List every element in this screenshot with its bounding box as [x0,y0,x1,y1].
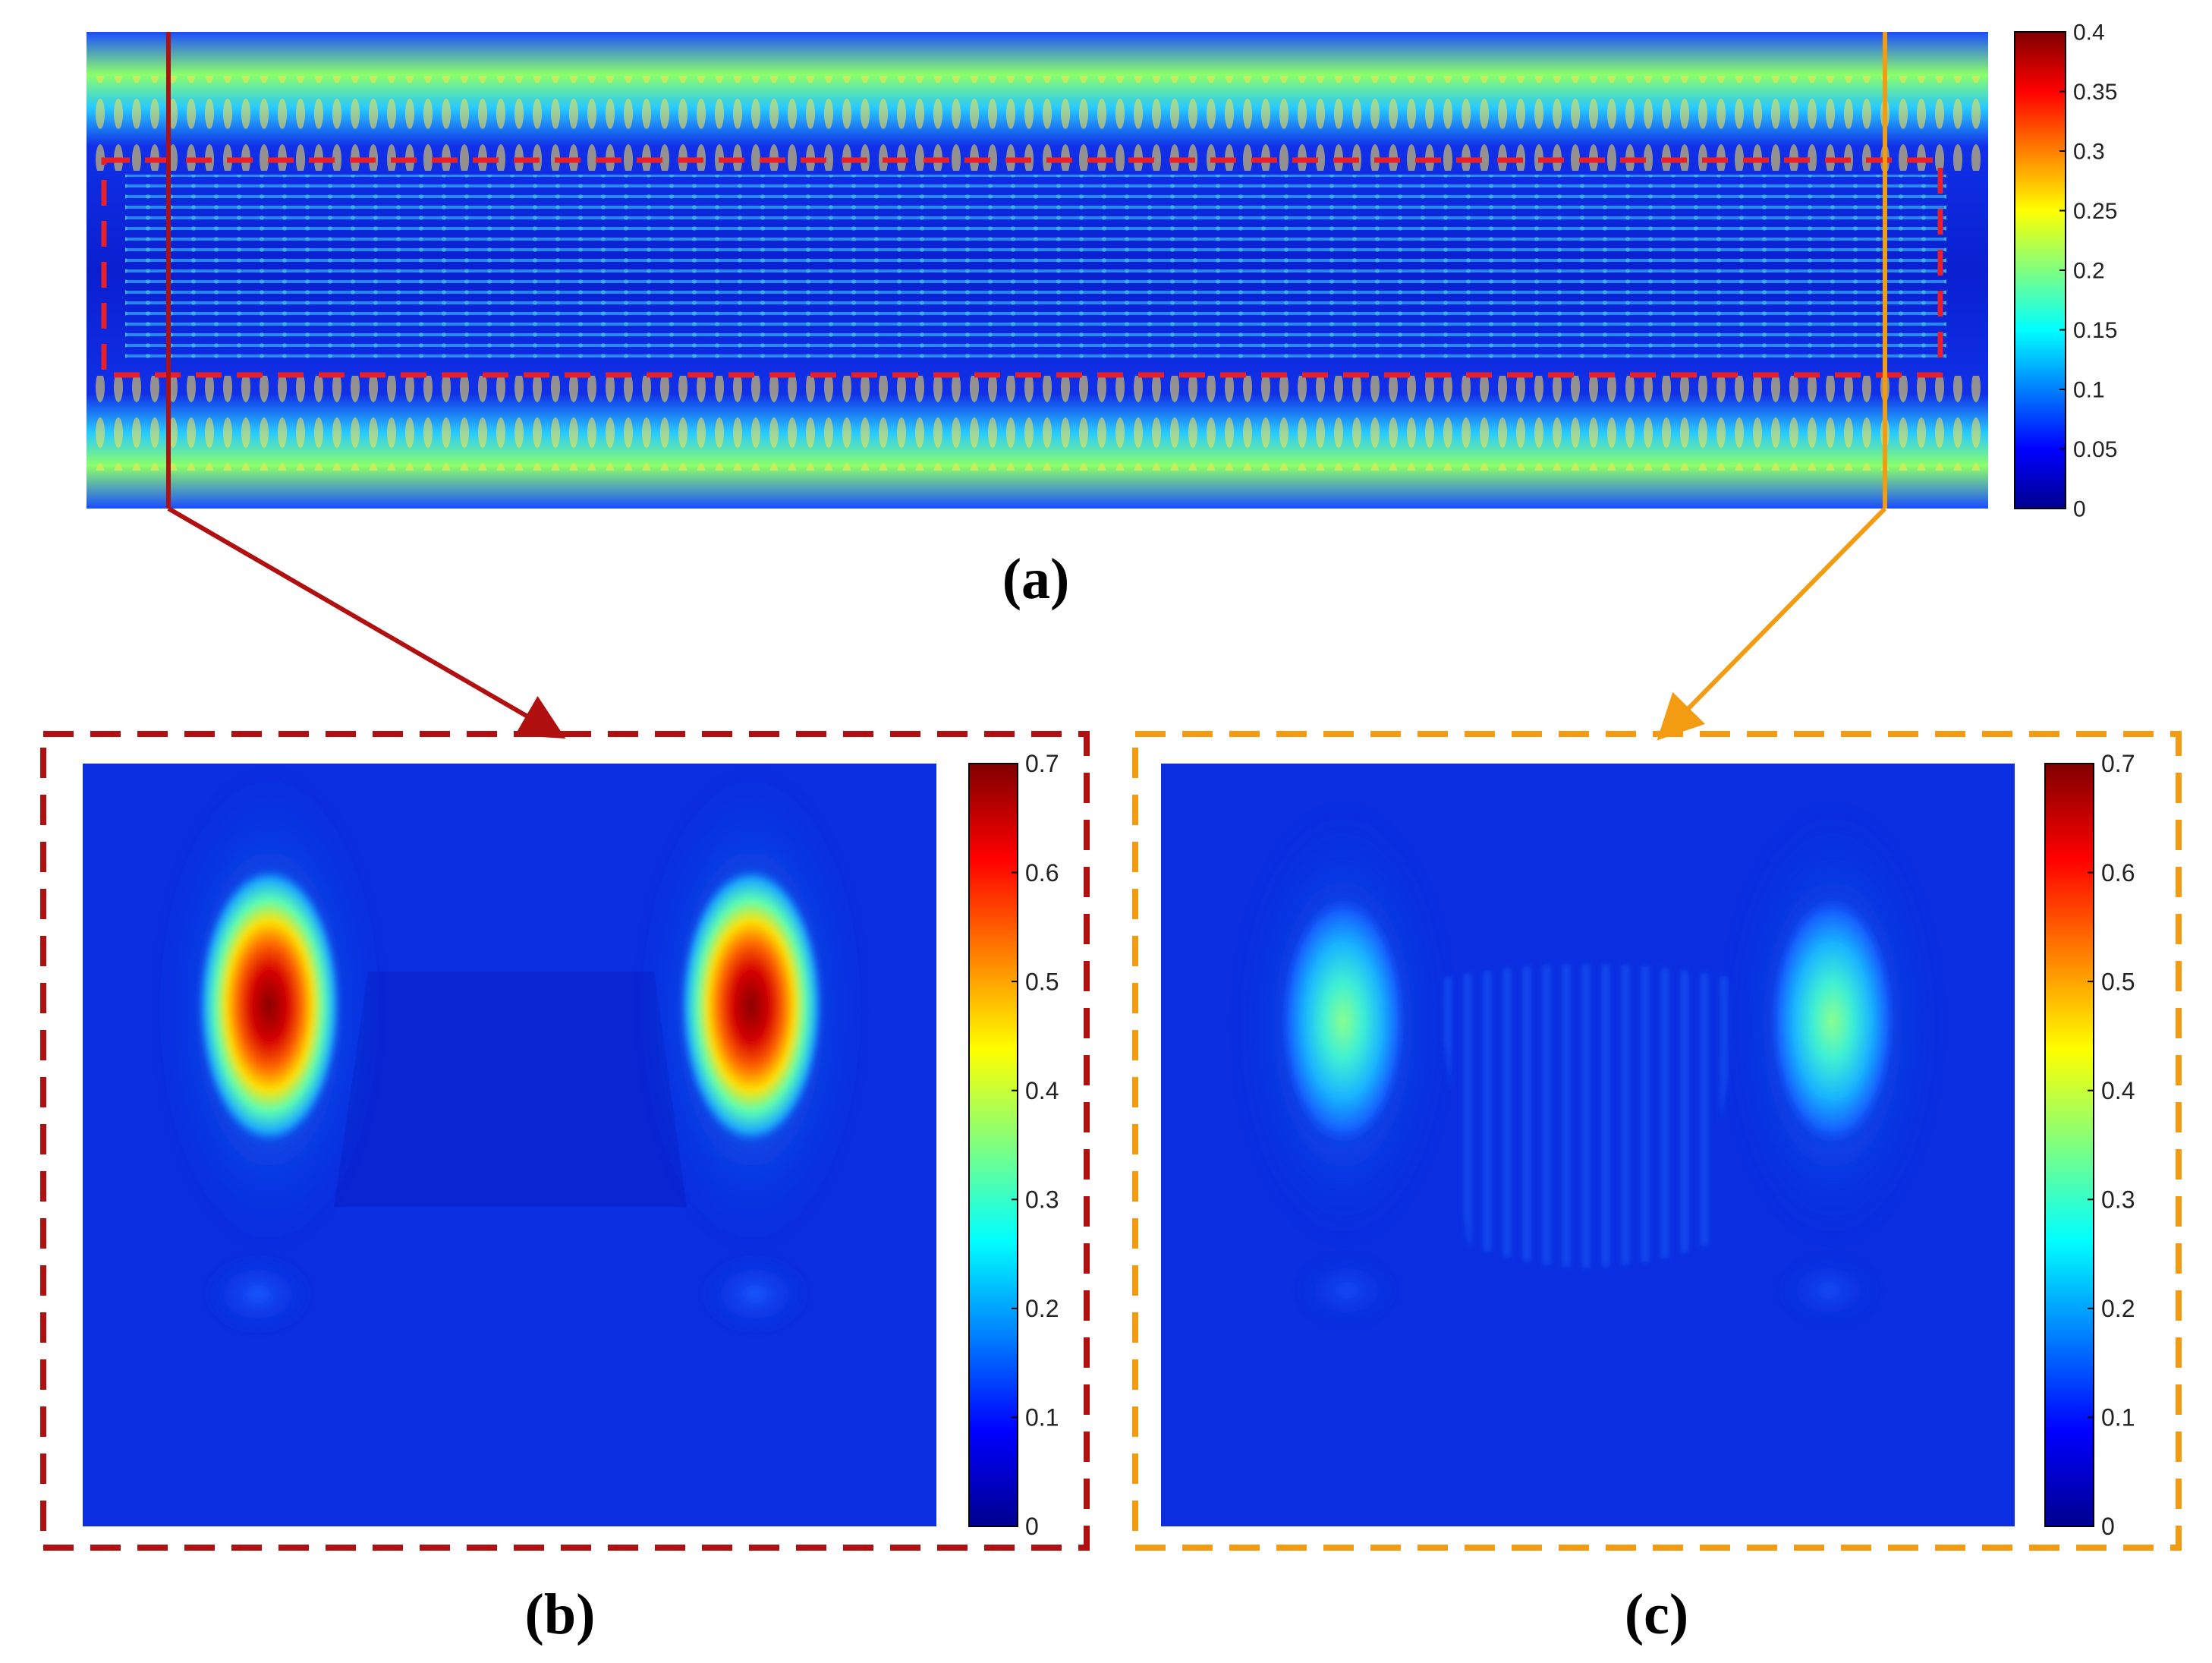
panel-a-core-outline [101,157,1943,378]
panel-c: 0 0.1 0.2 0.3 0.4 0.5 0.6 0.7 (c) [1132,731,2182,1646]
colorbar-tick-label: 0.25 [2073,199,2117,224]
colorbar-tick-label: 0.6 [2101,859,2135,887]
colorbar-tick-label: 0.05 [2073,437,2117,462]
panel-a: 0 0.05 0.1 0.15 0.2 0.25 0.3 0.35 0.4 (a) [87,20,2117,611]
colorbar-tick-label: 0.1 [1025,1404,1059,1432]
panel-c-frame [1132,731,2182,1551]
colorbar-tick-label: 0.3 [2073,140,2105,165]
panel-a-colorbar [2014,31,2066,509]
colorbar-tick-label: 0.35 [2073,80,2117,105]
colorbar-tick-label: 0.7 [1025,750,1059,777]
colorbar-tick-label: 0.3 [1025,1186,1059,1213]
colorbar-tick-label: 0.5 [1025,968,1059,995]
panel-c-left-lower-spot [1294,1252,1400,1328]
arrow-to-panel-c [1657,506,1887,741]
panel-b-left-lower-spot [201,1252,315,1336]
panel-c-caption: (c) [1625,1583,1688,1646]
colorbar-tick-label: 0.5 [2101,968,2135,995]
colorbar-tick-label: 0.1 [2073,378,2105,403]
colorbar-tick-label: 0.15 [2073,318,2117,343]
colorbar-tick-label: 0.1 [2101,1404,2135,1432]
colorbar-tick-label: 0.2 [2101,1295,2135,1322]
panel-a-bottom-band-spots [87,376,1988,471]
panel-b-caption: (b) [525,1583,596,1646]
colorbar-tick-label: 0.6 [1025,859,1059,887]
panel-b-left-peak [197,865,341,1146]
panel-c-central-ripples [1438,964,1738,1268]
colorbar-tick-label: 0.4 [2073,20,2105,46]
panel-a-caption: (a) [1002,547,1070,611]
panel-b-frame [40,731,1090,1551]
colorbar-tick-label: 0.2 [1025,1295,1059,1322]
panel-a-colorbar-ticks: 0 0.05 0.1 0.15 0.2 0.25 0.3 0.35 0.4 [2059,20,2117,522]
panel-a-interior-fringes [125,175,1946,364]
panel-c-right-lower-spot [1776,1252,1882,1328]
colorbar-tick-label: 0.3 [2101,1186,2135,1213]
colorbar-tick-label: 0.7 [2101,750,2135,777]
colorbar-tick-label: 0.4 [2101,1077,2135,1104]
panel-b-right-peak [679,865,823,1146]
panel-a-top-band-spots [87,76,1988,171]
colorbar-tick-label: 0 [2073,497,2086,522]
panel-b-central-dark-region [334,972,687,1207]
colorbar-tick-label: 0.2 [2073,259,2105,284]
arrow-to-panel-b [167,506,566,739]
panel-c-right-peak [1768,892,1897,1150]
panel-c-left-peak [1279,892,1408,1150]
panel-c-colorbar [2044,763,2094,1527]
panel-b: 0 0.1 0.2 0.3 0.4 0.5 0.6 0.7 (b) [40,731,1090,1646]
colorbar-tick-label: 0 [2101,1513,2115,1540]
panel-b-colorbar [968,763,1018,1527]
panel-b-colorbar-ticks: 0 0.1 0.2 0.3 0.4 0.5 0.6 0.7 [1012,750,1059,1540]
colorbar-tick-label: 0 [1025,1513,1039,1540]
colorbar-tick-label: 0.4 [1025,1077,1059,1104]
panel-c-colorbar-ticks: 0 0.1 0.2 0.3 0.4 0.5 0.6 0.7 [2088,750,2135,1540]
panel-b-right-lower-spot [698,1252,812,1336]
